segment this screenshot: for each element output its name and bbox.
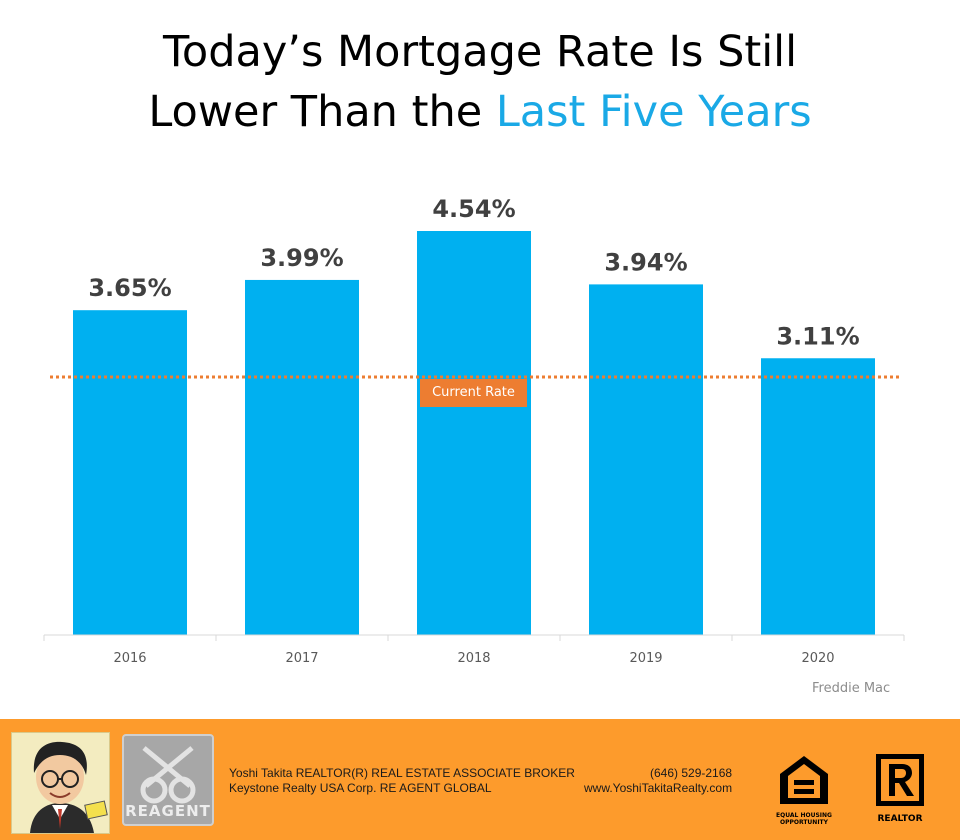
equal-housing-text: EQUAL HOUSING OPPORTUNITY [776,812,832,826]
contact-phone: (646) 529-2168 [650,766,733,780]
bar-2019 [589,284,703,635]
title-line-1: Today’s Mortgage Rate Is Still [162,27,798,77]
bar-chart: 3.65% 2016 3.99% 2017 4.54% 2018 3.94% 2019 3.11… [43,195,905,666]
contact-line-2-left: Keystone Realty USA Corp. RE AGENT GLOBA… [229,781,492,795]
bar-2018 [417,231,531,635]
x-tick-2017: 2017 [285,651,318,666]
footer-banner: REAGENT Yoshi Takita REALTOR(R) REAL EST… [0,719,960,840]
x-tick-2018: 2018 [457,651,490,666]
x-tick-2016: 2016 [113,651,146,666]
title-line-2-accent: Last Five Years [495,87,812,137]
source-label: Freddie Mac [812,681,891,696]
x-tick-2020: 2020 [801,651,834,666]
x-tick-2019: 2019 [629,651,662,666]
realtor-text: REALTOR [877,814,923,824]
contact-line-1-left: Yoshi Takita REALTOR(R) REAL ESTATE ASSO… [229,766,575,780]
title-line-2-plain: Lower Than the [148,87,496,137]
agent-caricature [11,732,110,834]
equal-housing-logo: EQUAL HOUSING OPPORTUNITY [776,752,832,826]
bar-2020 [761,358,875,635]
data-label-2018: 4.54% [432,195,515,223]
realtor-logo: REALTOR [872,752,928,824]
data-label-2017: 3.99% [260,244,343,272]
realtor-r-icon [876,754,924,806]
bar-2017 [245,279,359,635]
current-rate-label: Current Rate [420,379,527,407]
data-label-2020: 3.11% [776,322,859,350]
contact-website: www.YoshiTakitaRealty.com [584,781,733,795]
title-line-2: Lower Than the Last Five Years [0,82,960,142]
reagent-logo: REAGENT [122,734,214,826]
data-label-2016: 3.65% [88,274,171,302]
reagent-logo-text: REAGENT [125,802,211,820]
house-icon [780,756,828,804]
data-label-2019: 3.94% [604,248,687,276]
bar-2016 [73,310,187,635]
page-title: Today’s Mortgage Rate Is Still Lower Tha… [0,22,960,142]
